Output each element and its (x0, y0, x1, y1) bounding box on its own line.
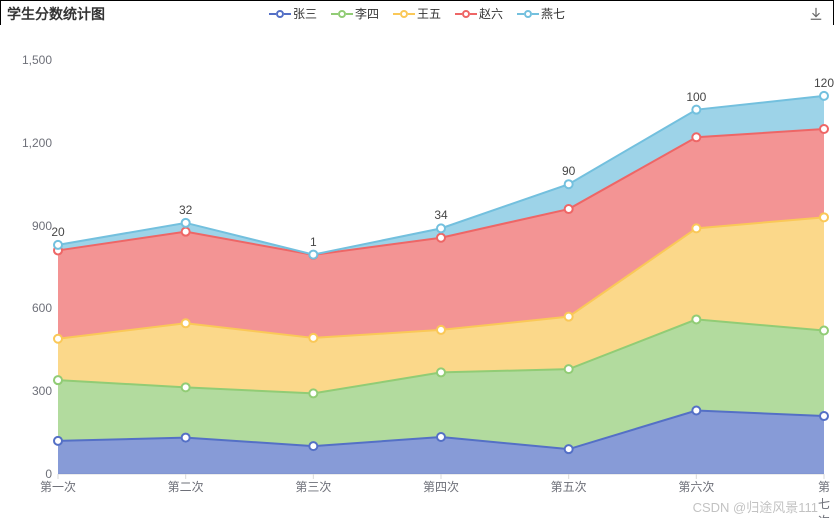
x-tick-label: 第三次 (295, 478, 331, 495)
marker (437, 326, 445, 334)
marker (820, 213, 828, 221)
marker (437, 224, 445, 232)
marker (692, 106, 700, 114)
point-label: 32 (179, 203, 192, 217)
download-icon[interactable] (809, 7, 823, 21)
legend-label: 赵六 (479, 5, 503, 22)
marker (565, 445, 573, 453)
x-tick-label: 第二次 (168, 478, 204, 495)
marker (54, 437, 62, 445)
legend-item[interactable]: 赵六 (455, 5, 503, 22)
legend-item[interactable]: 李四 (331, 5, 379, 22)
marker (437, 433, 445, 441)
legend-label: 王五 (417, 5, 441, 22)
y-tick-label: 300 (12, 384, 52, 398)
point-label: 34 (434, 208, 447, 222)
marker (565, 365, 573, 373)
legend-item[interactable]: 燕七 (517, 5, 565, 22)
marker (54, 376, 62, 384)
marker (437, 234, 445, 242)
y-tick-label: 600 (12, 301, 52, 315)
marker (565, 205, 573, 213)
chart-svg (0, 24, 834, 518)
marker (182, 219, 190, 227)
x-tick-label: 第四次 (423, 478, 459, 495)
point-label: 1 (310, 235, 317, 249)
marker (309, 334, 317, 342)
marker (820, 412, 828, 420)
legend-item[interactable]: 张三 (269, 5, 317, 22)
marker (309, 442, 317, 450)
chart-header: 学生分数统计图 张三李四王五赵六燕七 (0, 0, 834, 25)
marker (820, 326, 828, 334)
marker (565, 313, 573, 321)
marker (54, 335, 62, 343)
marker (182, 383, 190, 391)
point-label: 120 (814, 76, 834, 90)
x-tick-label: 第七次 (818, 478, 830, 518)
legend: 张三 李四 王五 赵六 燕七 (1, 5, 833, 22)
x-tick-label: 第六次 (678, 478, 714, 495)
y-tick-label: 900 (12, 219, 52, 233)
marker (692, 315, 700, 323)
marker (437, 368, 445, 376)
marker (565, 180, 573, 188)
marker (692, 133, 700, 141)
marker (692, 224, 700, 232)
marker (182, 228, 190, 236)
marker (820, 125, 828, 133)
marker (54, 241, 62, 249)
legend-label: 李四 (355, 5, 379, 22)
marker (309, 251, 317, 259)
marker (692, 407, 700, 415)
marker (182, 434, 190, 442)
legend-item[interactable]: 王五 (393, 5, 441, 22)
marker (820, 92, 828, 100)
x-tick-label: 第五次 (551, 478, 587, 495)
point-label: 100 (686, 90, 706, 104)
marker (182, 319, 190, 327)
chart-plot: 03006009001,2001,500第一次第二次第三次第四次第五次第六次第七… (0, 24, 834, 518)
y-tick-label: 1,200 (12, 136, 52, 150)
legend-label: 燕七 (541, 5, 565, 22)
x-tick-label: 第一次 (40, 478, 76, 495)
marker (309, 389, 317, 397)
point-label: 20 (51, 225, 64, 239)
legend-label: 张三 (293, 5, 317, 22)
point-label: 90 (562, 164, 575, 178)
y-tick-label: 1,500 (12, 53, 52, 67)
